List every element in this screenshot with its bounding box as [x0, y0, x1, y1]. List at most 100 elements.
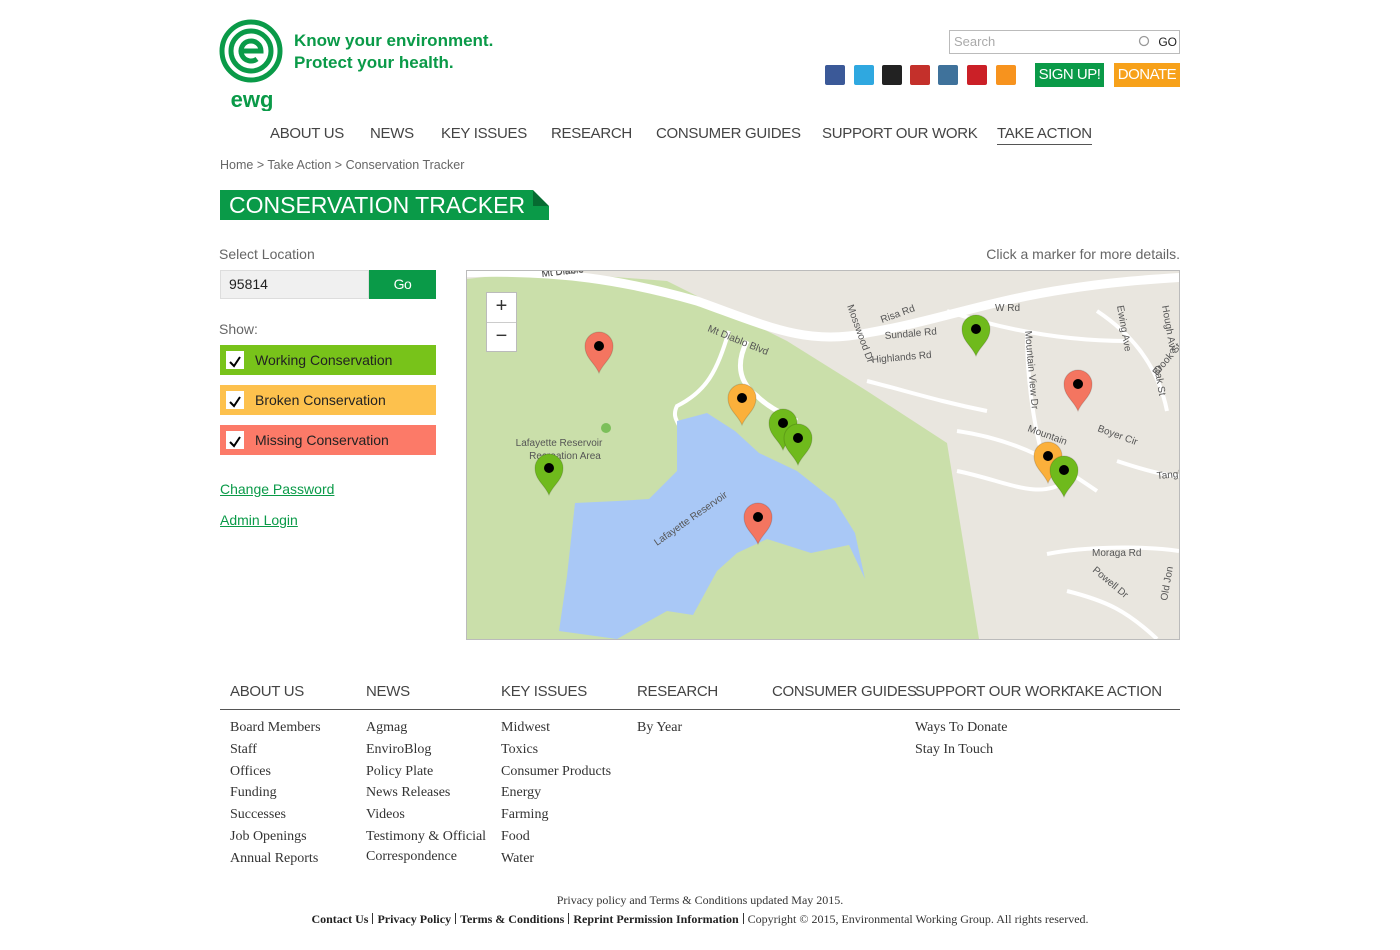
footer-link[interactable]: Food	[501, 828, 530, 844]
search-box[interactable]: Search GO	[949, 30, 1180, 54]
tagline: Know your environment. Protect your heal…	[294, 30, 493, 74]
filter-toggle[interactable]: Missing Conservation	[220, 425, 436, 455]
nav-link[interactable]: TAKE ACTION	[997, 125, 1092, 145]
footer-link[interactable]: Successes	[230, 807, 286, 823]
map-label: Lafayette Reservoir	[516, 438, 603, 449]
marker-pin[interactable]	[1049, 455, 1079, 499]
nav-link[interactable]: RESEARCH	[551, 125, 632, 142]
check-mark	[229, 436, 241, 448]
footer-heading[interactable]: NEWS	[366, 683, 410, 700]
nav-link[interactable]: NEWS	[370, 125, 414, 142]
breadcrumb-link[interactable]: Take Action	[267, 158, 332, 172]
marker-pin[interactable]	[1063, 369, 1093, 413]
footer-link[interactable]: Energy	[501, 785, 542, 801]
marker-dot	[594, 341, 604, 351]
footer-heading[interactable]: KEY ISSUES	[501, 683, 587, 700]
footer-link[interactable]: Staff	[230, 741, 257, 757]
footer-column: ABOUT US Board Members Staff Offices Funding…	[230, 683, 362, 871]
map-label: Moraga Rd	[1092, 548, 1141, 559]
footer-heading[interactable]: ABOUT US	[230, 683, 305, 700]
footer-link[interactable]: Toxics	[501, 741, 539, 757]
reprint-link[interactable]: Reprint Permission Information	[573, 912, 739, 926]
rss-icon[interactable]	[996, 65, 1016, 85]
footer-link[interactable]: Agmag	[366, 720, 408, 735]
footer-link[interactable]: Board Members	[230, 720, 321, 735]
footer-heading[interactable]: SUPPORT OUR WORK	[915, 683, 1071, 700]
facebook-icon[interactable]	[825, 65, 845, 85]
footer-link[interactable]: Consumer Products	[501, 763, 612, 779]
footer-link[interactable]: Funding	[230, 785, 277, 801]
map-marker[interactable]	[1063, 369, 1093, 413]
marker-dot	[544, 463, 554, 473]
checkbox[interactable]	[226, 431, 244, 449]
nav-link[interactable]: KEY ISSUES	[441, 125, 527, 142]
footer-heading[interactable]: TAKE ACTION	[1067, 683, 1162, 700]
footer-heading[interactable]: RESEARCH	[637, 683, 718, 700]
zoom-out[interactable]: −	[495, 325, 508, 347]
map-marker[interactable]	[961, 314, 991, 358]
signup-button[interactable]: SIGN UP!	[1035, 63, 1104, 87]
map-label: Mt Diablo	[541, 271, 585, 280]
zoom-in[interactable]: +	[487, 293, 516, 323]
amazon-icon[interactable]	[882, 65, 902, 85]
separator	[455, 913, 457, 924]
filter-toggle[interactable]: Broken Conservation	[220, 385, 436, 415]
page-title-bar: CONSERVATION TRACKER	[220, 190, 549, 220]
footer-link[interactable]: EnviroBlog	[366, 741, 432, 757]
twitter-icon[interactable]	[854, 65, 874, 85]
instagram-icon[interactable]	[938, 65, 958, 85]
footer-link[interactable]: Midwest	[501, 720, 550, 735]
marker-pin[interactable]	[727, 383, 757, 427]
checkbox[interactable]	[226, 351, 244, 369]
footer-link[interactable]: Ways To Donate	[915, 720, 1008, 735]
breadcrumb-link[interactable]: Home	[220, 158, 254, 172]
footer-link[interactable]: Policy Plate	[366, 763, 434, 779]
privacy-link[interactable]: Privacy Policy	[377, 912, 452, 926]
footer-heading[interactable]: CONSUMER GUIDES	[772, 683, 917, 700]
nav-link[interactable]: SUPPORT OUR WORK	[822, 125, 978, 142]
footer-link[interactable]: Videos	[366, 807, 405, 823]
terms-link[interactable]: Terms & Conditions	[460, 912, 565, 926]
marker-pin[interactable]	[961, 314, 991, 358]
footer-link[interactable]: News Releases	[366, 785, 451, 801]
map-marker[interactable]	[727, 383, 757, 427]
footer-link[interactable]: Water	[501, 850, 535, 866]
nav-link[interactable]: CONSUMER GUIDES	[656, 125, 801, 142]
pinterest-icon[interactable]	[967, 65, 987, 85]
marker-pin[interactable]	[584, 331, 614, 375]
breadcrumb-current: Conservation Tracker	[345, 158, 465, 172]
admin-login-link[interactable]: Admin Login	[220, 512, 298, 528]
change-password-link[interactable]: Change Password	[220, 481, 335, 497]
footer-link[interactable]: Offices	[230, 763, 271, 779]
marker-pin[interactable]	[743, 502, 773, 546]
marker-pin[interactable]	[534, 453, 564, 497]
checkbox[interactable]	[226, 391, 244, 409]
footer-link[interactable]: Testimony & Official Correspondence	[366, 828, 487, 864]
logo[interactable]: ewg	[219, 19, 285, 111]
nav-link[interactable]: ABOUT US	[270, 125, 345, 142]
location-input[interactable]: 95814	[220, 270, 369, 299]
donate-button[interactable]: DONATE	[1114, 63, 1180, 87]
go-button[interactable]: Go	[369, 270, 436, 299]
footer-link[interactable]: Annual Reports	[230, 850, 319, 866]
contact-link[interactable]: Contact Us	[311, 912, 369, 926]
footer-link[interactable]: Farming	[501, 807, 549, 823]
tagline-line: Know your environment.	[294, 31, 494, 50]
search-button[interactable]: GO	[1158, 35, 1177, 49]
footer-link[interactable]: By Year	[637, 720, 683, 735]
footer-link[interactable]: Job Openings	[230, 828, 307, 844]
map-marker[interactable]	[534, 453, 564, 497]
marker-dot	[971, 324, 981, 334]
footer-link[interactable]: Stay In Touch	[915, 741, 994, 757]
marker-pin[interactable]	[783, 423, 813, 467]
map-marker[interactable]	[584, 331, 614, 375]
youtube-icon[interactable]	[910, 65, 930, 85]
filter-toggle[interactable]: Working Conservation	[220, 345, 436, 375]
map-marker[interactable]	[783, 423, 813, 467]
map-marker[interactable]	[743, 502, 773, 546]
footer-column: SUPPORT OUR WORK Ways To Donate Stay In To…	[915, 683, 1071, 762]
map-marker[interactable]	[1049, 455, 1079, 499]
